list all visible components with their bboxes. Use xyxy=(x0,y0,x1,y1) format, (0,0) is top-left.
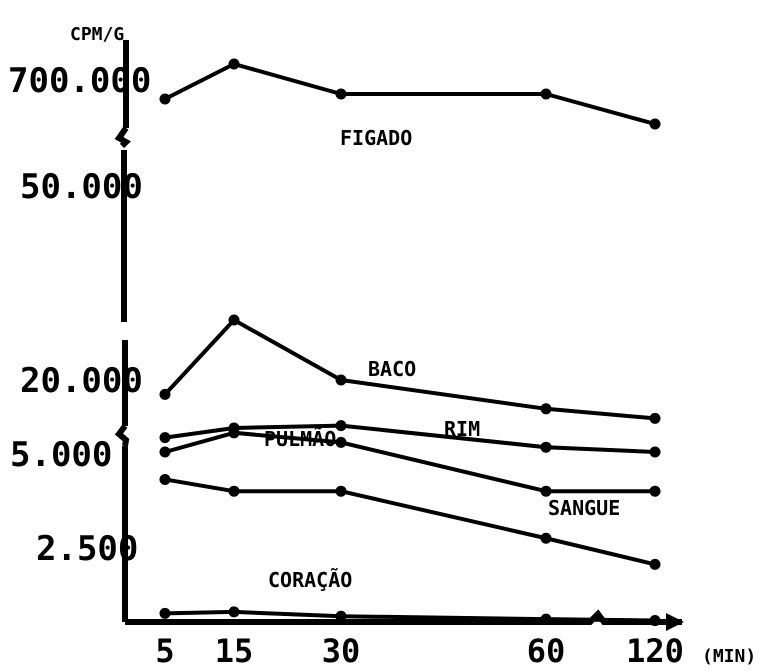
series-label: RIM xyxy=(444,417,480,441)
data-point xyxy=(335,610,347,622)
series-label: CORAÇÃO xyxy=(268,568,352,592)
data-point xyxy=(649,118,661,130)
data-point xyxy=(335,485,347,497)
y-axis-break-bottom xyxy=(114,424,130,447)
x-axis-title: (MIN) xyxy=(702,646,756,667)
y-tick-label: 2.500 xyxy=(36,529,138,569)
series-pulmão xyxy=(159,427,661,497)
series-figado xyxy=(159,58,661,130)
data-point xyxy=(335,374,347,386)
data-point xyxy=(649,485,661,497)
data-point xyxy=(335,436,347,448)
x-tick-label: 15 xyxy=(215,632,254,670)
series-coração xyxy=(159,606,661,627)
data-point xyxy=(649,558,661,570)
series-label: PULMÃO xyxy=(264,427,336,451)
data-point xyxy=(540,485,552,497)
data-point xyxy=(159,388,171,400)
data-point xyxy=(228,606,240,618)
data-point xyxy=(540,441,552,453)
series-label: FIGADO xyxy=(340,126,412,150)
data-point xyxy=(159,607,171,619)
y-tick-label: 700.000 xyxy=(8,61,151,101)
data-point xyxy=(335,88,347,100)
data-point xyxy=(649,446,661,458)
y-tick-label: 5.000 xyxy=(10,435,112,475)
x-tick-label: 5 xyxy=(155,632,174,670)
data-point xyxy=(159,93,171,105)
y-axis-title: CPM/G xyxy=(70,24,124,45)
series-layer xyxy=(159,58,661,627)
data-point xyxy=(228,485,240,497)
series-label: BACO xyxy=(368,357,416,381)
y-tick-labels: 700.000 50.000 20.000 5.000 2.500 xyxy=(8,61,151,569)
series-rim xyxy=(159,420,661,458)
data-point xyxy=(159,432,171,444)
data-point xyxy=(228,314,240,326)
y-tick-label: 50.000 xyxy=(20,167,143,207)
data-point xyxy=(649,412,661,424)
x-axis-arrow xyxy=(666,613,684,631)
series-baco xyxy=(159,314,661,424)
series-line xyxy=(164,430,655,494)
data-point xyxy=(540,88,552,100)
data-point xyxy=(159,446,171,458)
x-tick-label: 60 xyxy=(527,632,566,670)
series-sangue xyxy=(159,473,661,570)
data-point xyxy=(540,613,552,625)
data-point xyxy=(228,427,240,439)
x-tick-label: 30 xyxy=(322,632,361,670)
y-tick-label: 20.000 xyxy=(20,361,143,401)
data-point xyxy=(540,403,552,415)
data-point xyxy=(649,615,661,627)
series-line xyxy=(164,62,656,126)
data-point xyxy=(335,420,347,432)
data-point xyxy=(540,532,552,544)
data-point xyxy=(159,473,171,485)
series-labels: FIGADO BACO RIM PULMÃO SANGUE CORAÇÃO xyxy=(264,126,620,592)
x-tick-labels: 5 15 30 60 120 xyxy=(155,632,684,670)
series-label: SANGUE xyxy=(548,496,620,520)
x-tick-label: 120 xyxy=(626,632,684,670)
y-axis-break-top xyxy=(114,126,131,149)
data-point xyxy=(228,58,240,70)
